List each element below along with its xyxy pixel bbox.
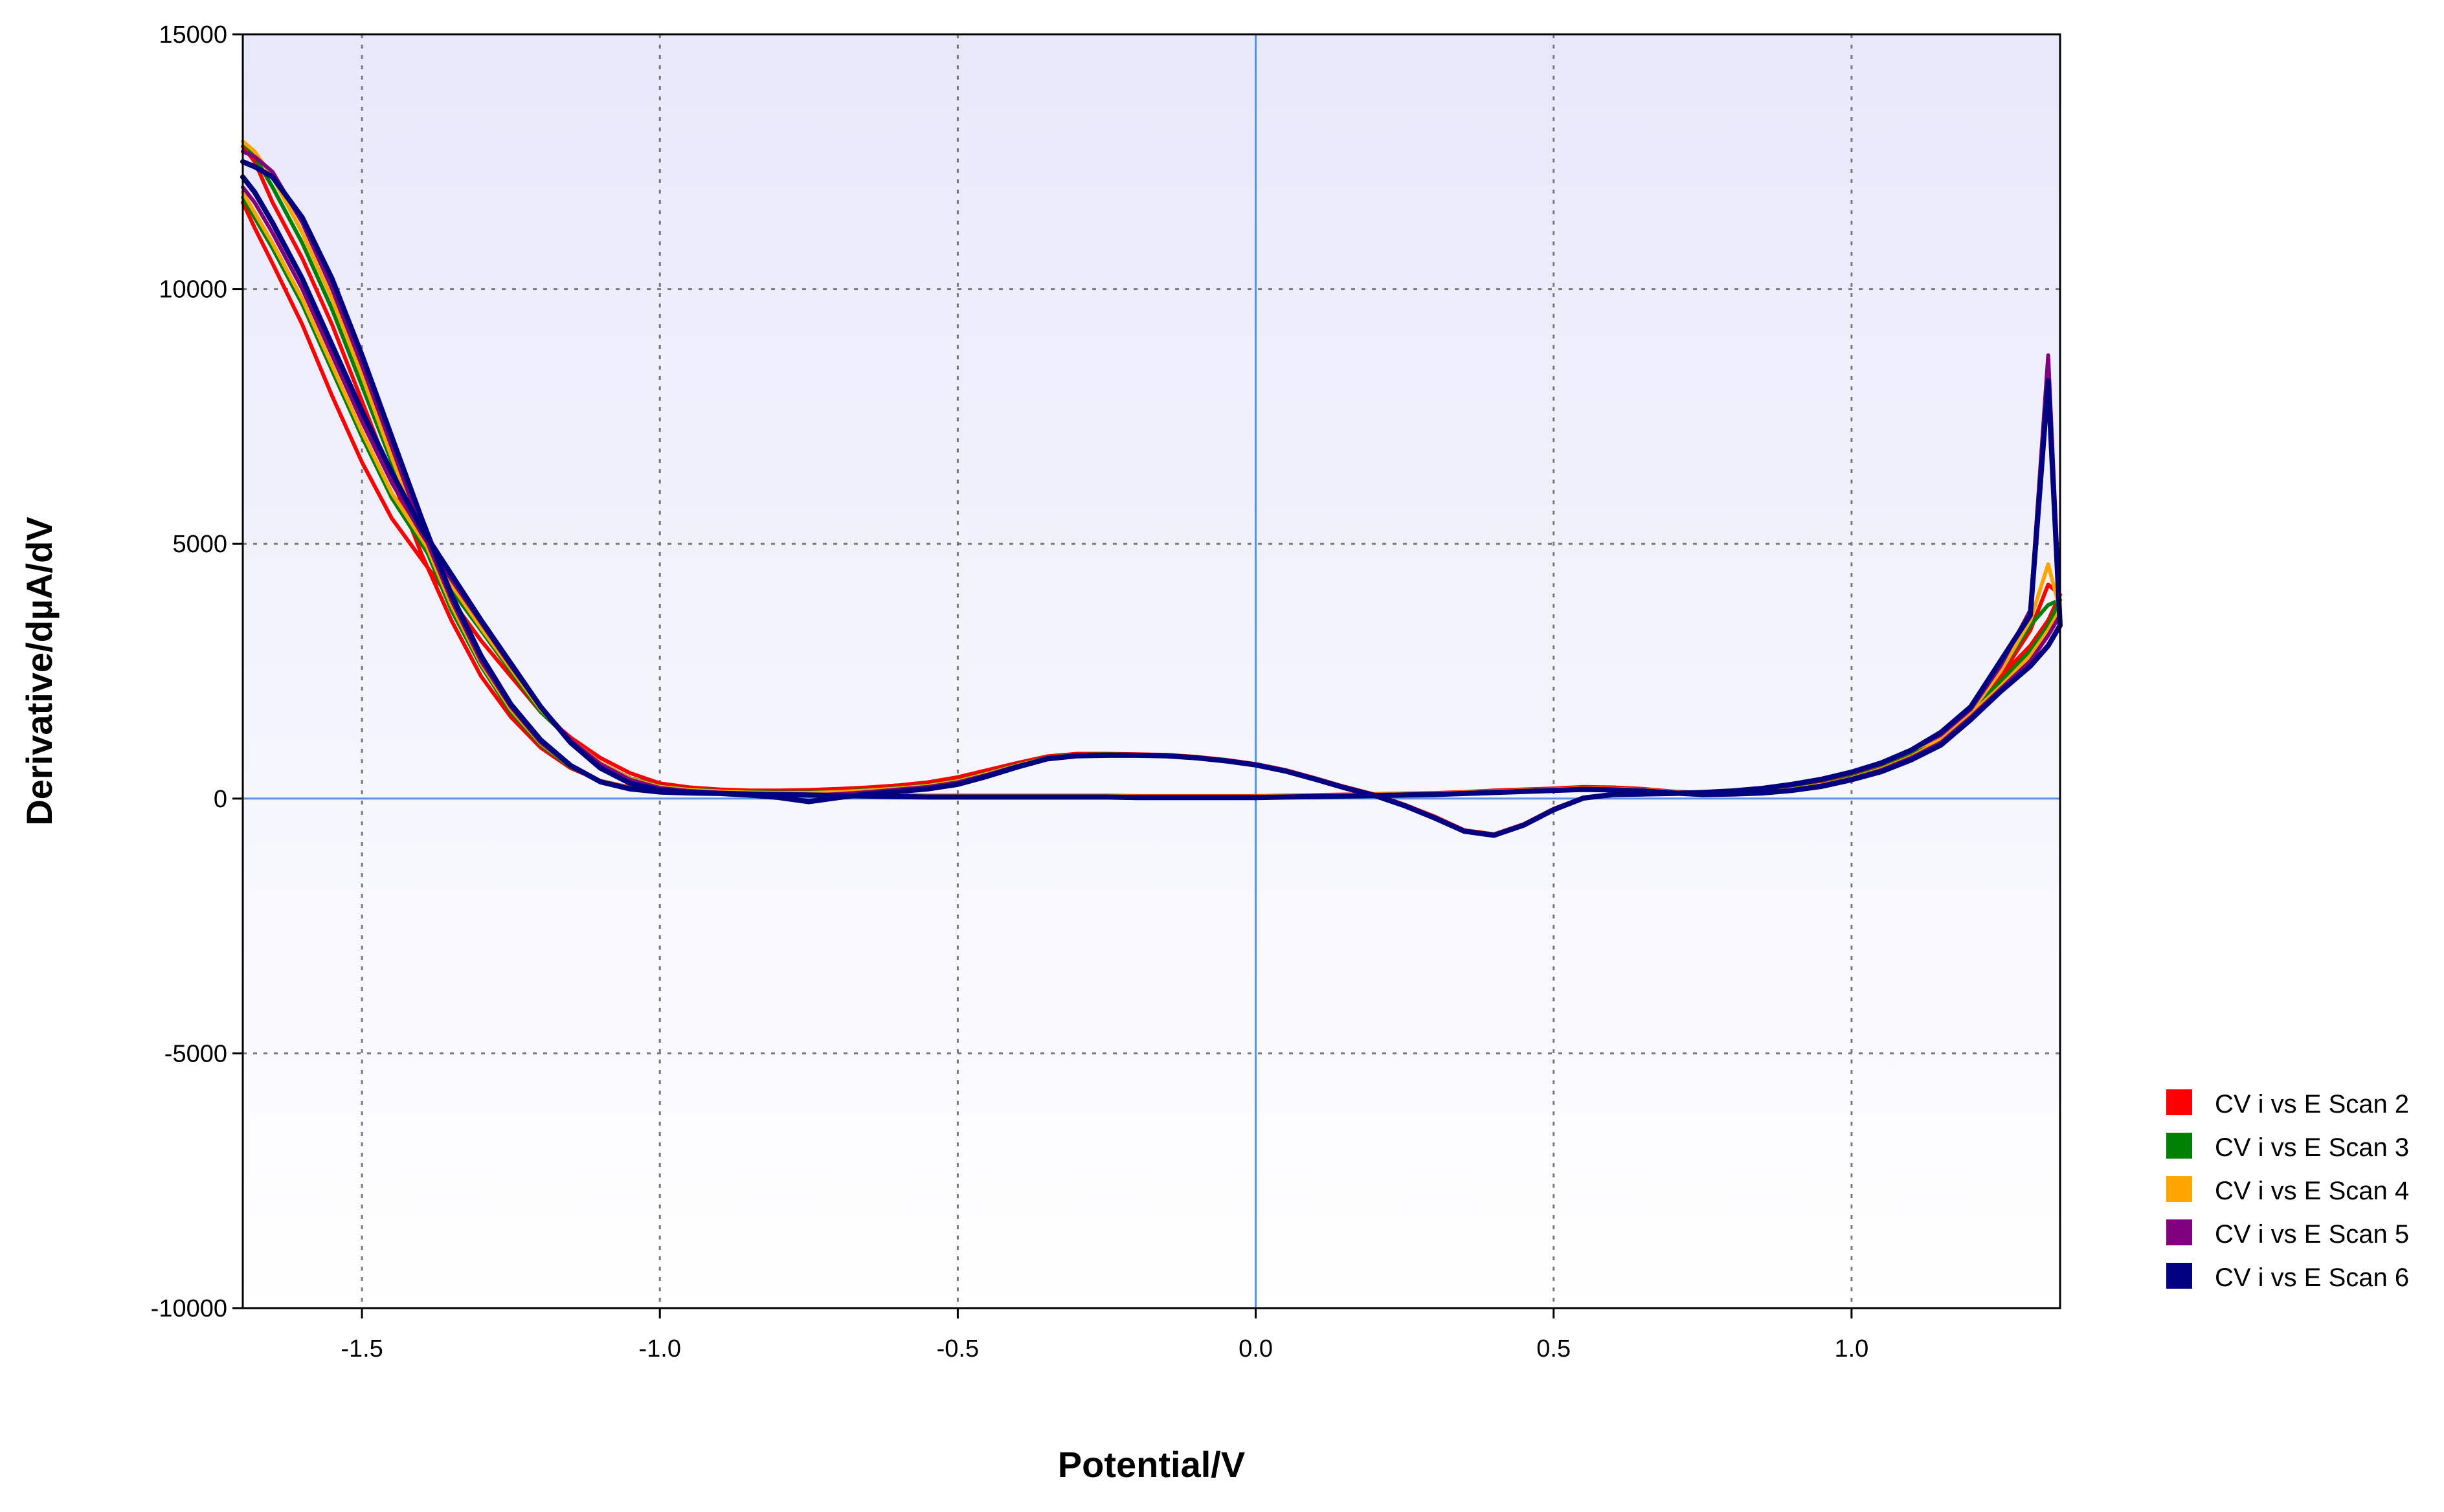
legend-label: CV i vs E Scan 3 [2215, 1133, 2409, 1162]
x-tick-label: -1.0 [638, 1335, 680, 1362]
legend-label: CV i vs E Scan 4 [2215, 1177, 2409, 1205]
plot-frame [241, 33, 2061, 1309]
x-tick-label: 1.0 [1834, 1335, 1868, 1362]
legend-swatch [2166, 1263, 2192, 1289]
y-axis: -10000 -5000 0 5000 10000 15000 [151, 21, 243, 1322]
legend-swatch [2166, 1219, 2192, 1245]
legend: CV i vs E Scan 2 CV i vs E Scan 3 CV i vs … [2166, 1089, 2409, 1292]
x-axis-title: Potential/V [1058, 1444, 1245, 1485]
legend-swatch [2166, 1133, 2192, 1159]
y-tick-label: 0 [214, 786, 227, 813]
legend-label: CV i vs E Scan 2 [2215, 1090, 2409, 1118]
grid-layer [243, 34, 2060, 1308]
x-tick-label: 0.5 [1536, 1335, 1571, 1362]
x-tick-label: 0.0 [1239, 1335, 1273, 1362]
legend-swatch [2166, 1089, 2192, 1115]
legend-label: CV i vs E Scan 6 [2215, 1263, 2409, 1292]
legend-swatch [2166, 1176, 2192, 1202]
x-axis: -1.5 -1.0 -0.5 0.0 0.5 1.0 [341, 1308, 1868, 1362]
legend-label: CV i vs E Scan 5 [2215, 1220, 2409, 1249]
plot-background [243, 34, 2060, 1308]
y-tick-label: -10000 [151, 1295, 227, 1322]
x-tick-label: -0.5 [937, 1335, 979, 1362]
y-tick-label: 15000 [159, 21, 227, 49]
y-tick-label: -5000 [164, 1040, 227, 1067]
x-tick-label: -1.5 [341, 1335, 383, 1362]
y-tick-label: 5000 [172, 531, 227, 558]
y-axis-title: Derivative/dµA/dV [19, 517, 60, 825]
y-tick-label: 10000 [159, 276, 227, 304]
